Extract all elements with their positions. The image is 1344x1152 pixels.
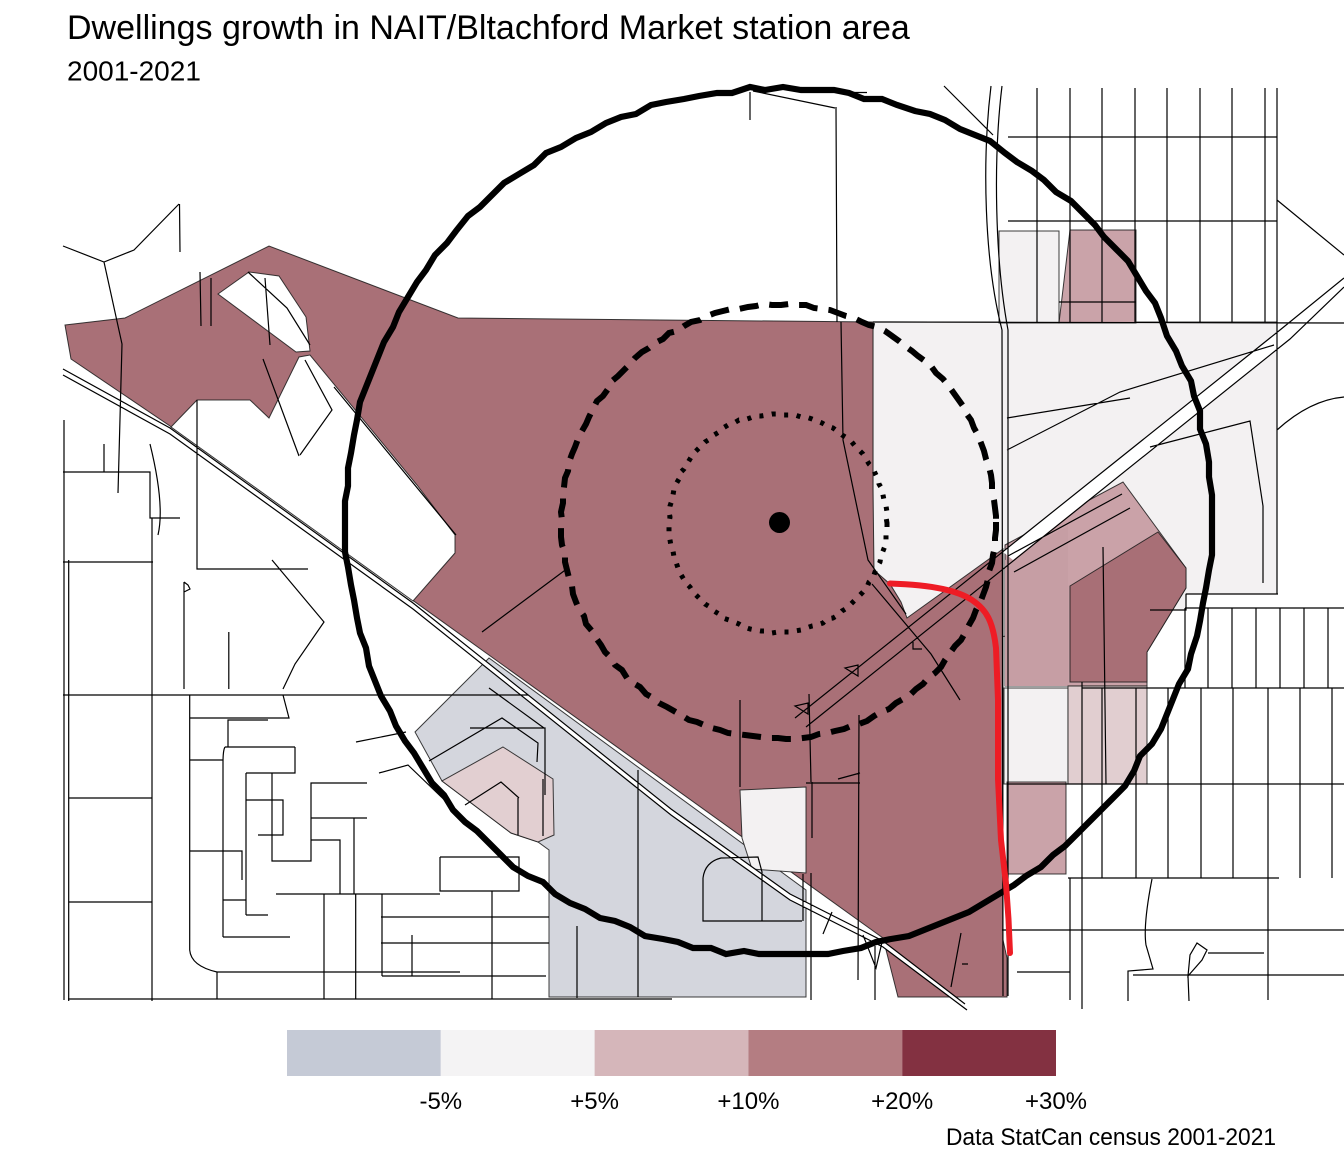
svg-text:-5%: -5% <box>419 1088 462 1115</box>
svg-text:Data StatCan census 2001-2021: Data StatCan census 2001-2021 <box>946 1124 1276 1151</box>
svg-text:+10%: +10% <box>717 1088 779 1115</box>
svg-text:+20%: +20% <box>871 1088 933 1115</box>
svg-text:+5%: +5% <box>570 1088 619 1115</box>
svg-text:2001-2021: 2001-2021 <box>67 56 201 87</box>
svg-text:Dwellings growth in NAIT/Bltac: Dwellings growth in NAIT/Bltachford Mark… <box>67 9 910 47</box>
svg-text:+30%: +30% <box>1025 1088 1087 1115</box>
